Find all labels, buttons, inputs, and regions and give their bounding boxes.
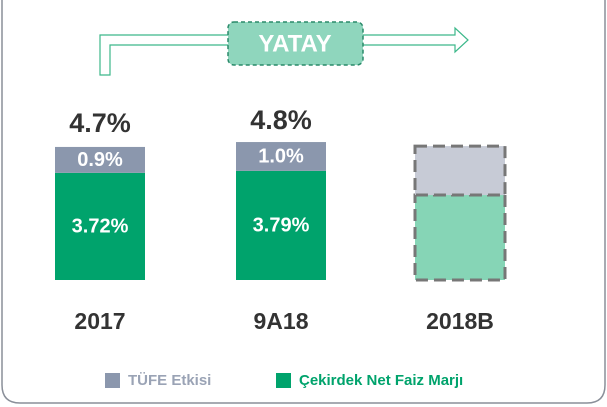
value-label: 1.0%	[258, 146, 304, 168]
total-label: 4.8%	[250, 105, 312, 135]
bar-segment	[55, 146, 145, 173]
value-label: 3.72%	[72, 216, 129, 238]
annotation-box	[227, 21, 364, 66]
x-tick-label: 2017	[74, 308, 125, 334]
legend-label: Çekirdek Net Faiz Marjı	[299, 372, 463, 389]
bar-segment	[236, 142, 326, 171]
bar-segment	[236, 170, 326, 280]
bar-segment	[413, 193, 507, 282]
x-tick-label: 2018B	[426, 308, 494, 334]
annotation: YATAY	[258, 30, 331, 57]
legend-label: TÜFE Etkisi	[128, 372, 211, 389]
bar-segment	[413, 144, 507, 197]
total-label: 4.7%	[69, 108, 131, 138]
legend-swatch	[276, 373, 291, 388]
value-label: 3.79%	[253, 215, 310, 237]
legend-swatch	[105, 373, 120, 388]
value-label: 0.9%	[77, 149, 123, 171]
bar-segment	[55, 172, 145, 280]
x-tick-label: 9A18	[254, 308, 309, 334]
